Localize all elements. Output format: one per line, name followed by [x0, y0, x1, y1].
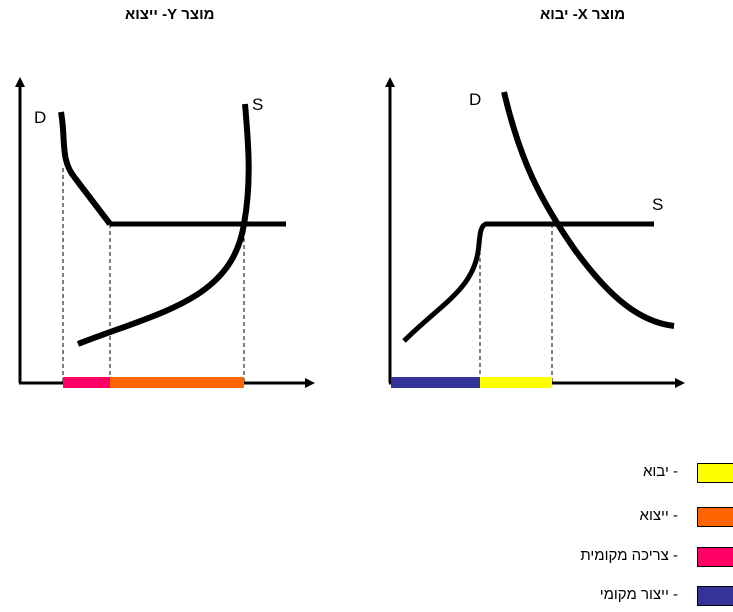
- legend-label-domestic-production: - ייצור מקומי: [599, 586, 678, 603]
- legend-item-import: - יבוא: [483, 463, 733, 485]
- right-panel-title: מוצר X- יבוא: [540, 6, 626, 23]
- right-supply-curve: [402, 221, 654, 343]
- left-demand-curve: [58, 111, 113, 226]
- left-panel: D S: [15, 77, 315, 388]
- legend-swatch-domestic-production: [697, 586, 733, 606]
- legend-swatch-import: [697, 463, 733, 483]
- legend-item-domestic-consumption: - צריכה מקומית: [483, 547, 733, 569]
- left-panel-title: מוצר Y- ייצוא: [125, 6, 215, 23]
- left-bar-export: [110, 377, 244, 388]
- left-demand-label: D: [34, 108, 46, 127]
- legend-item-export: - ייצוא: [483, 507, 733, 529]
- left-supply-curve: [76, 103, 252, 347]
- right-panel: D S: [385, 77, 685, 388]
- right-demand-label: D: [469, 90, 481, 109]
- right-bar-domestic-production: [391, 377, 480, 388]
- legend-swatch-domestic-consumption: [697, 547, 733, 567]
- right-supply-label: S: [652, 195, 663, 214]
- left-supply-label: S: [252, 95, 263, 114]
- legend-label-import: - יבוא: [642, 463, 678, 480]
- legend-label-domestic-consumption: - צריכה מקומית: [580, 547, 678, 564]
- right-demand-curve: [501, 91, 675, 329]
- legend-label-export: - ייצוא: [639, 507, 678, 524]
- right-bar-import: [480, 377, 552, 388]
- legend-item-domestic-production: - ייצור מקומי: [483, 586, 733, 608]
- legend-swatch-export: [697, 507, 733, 527]
- left-bar-domestic-consumption: [63, 377, 110, 388]
